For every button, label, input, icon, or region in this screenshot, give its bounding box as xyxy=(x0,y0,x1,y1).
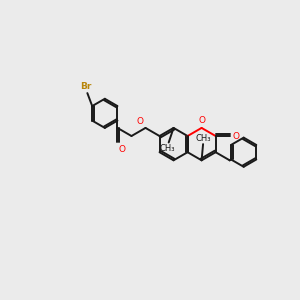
Text: O: O xyxy=(119,145,126,154)
Text: O: O xyxy=(198,116,205,125)
Text: O: O xyxy=(137,117,144,126)
Text: Br: Br xyxy=(80,82,92,91)
Text: O: O xyxy=(232,131,239,140)
Text: CH₃: CH₃ xyxy=(160,144,175,153)
Text: CH₃: CH₃ xyxy=(195,134,211,142)
